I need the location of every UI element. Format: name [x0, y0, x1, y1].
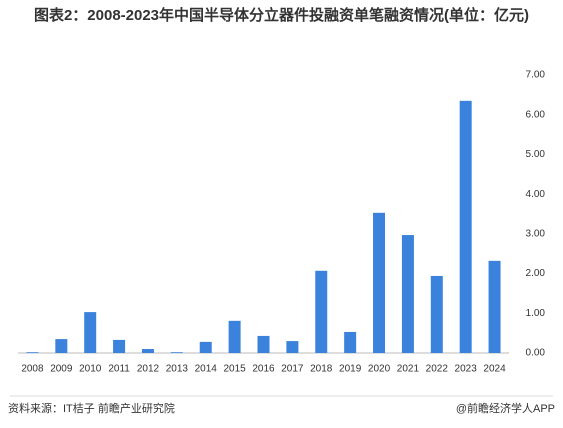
x-tick-label: 2010	[79, 364, 102, 375]
x-tick-label: 2016	[252, 364, 275, 375]
credit: @前瞻经济学人APP	[455, 403, 555, 415]
bar	[315, 270, 328, 353]
x-tick-label: 2020	[368, 364, 391, 375]
x-tick-label: 2018	[310, 364, 333, 375]
x-tick-label: 2008	[21, 364, 44, 375]
y-tick-label: 4.00	[526, 189, 546, 200]
y-tick-label: 0.00	[526, 348, 546, 359]
bar	[257, 335, 270, 353]
y-tick-label: 2.00	[526, 268, 546, 279]
x-tick-label: 2009	[50, 364, 73, 375]
chart-title: 图表2：2008-2023年中国半导体分立器件投融资单笔融资情况(单位：亿元)	[33, 7, 530, 24]
bar	[55, 339, 68, 353]
bar	[199, 341, 212, 353]
bar	[84, 312, 97, 353]
y-tick-label: 1.00	[526, 308, 546, 319]
bar	[286, 341, 299, 353]
x-tick-label: 2014	[195, 364, 218, 375]
y-tick-label: 7.00	[526, 70, 546, 81]
bar	[113, 339, 126, 353]
x-tick-label: 2019	[339, 364, 362, 375]
x-tick-label: 2022	[426, 364, 449, 375]
bar	[459, 100, 472, 353]
bar	[373, 212, 386, 353]
bar	[228, 320, 241, 353]
bar	[26, 352, 39, 353]
x-tick-label: 2011	[108, 364, 130, 375]
x-tick-label: 2024	[483, 364, 506, 375]
bar	[488, 260, 501, 353]
x-tick-label: 2013	[166, 364, 189, 375]
bar	[141, 349, 154, 353]
bar	[430, 275, 443, 353]
y-tick-label: 3.00	[526, 228, 546, 239]
source: 资料来源：IT桔子 前瞻产业研究院	[8, 403, 175, 415]
y-tick-label: 5.00	[526, 149, 546, 160]
bar	[344, 331, 357, 353]
bar	[170, 352, 183, 353]
x-tick-label: 2017	[281, 364, 304, 375]
x-tick-label: 2021	[397, 364, 420, 375]
x-tick-label: 2015	[223, 364, 246, 375]
x-tick-label: 2023	[455, 364, 478, 375]
bar	[401, 235, 414, 353]
y-tick-label: 6.00	[526, 109, 546, 120]
x-tick-label: 2012	[137, 364, 160, 375]
